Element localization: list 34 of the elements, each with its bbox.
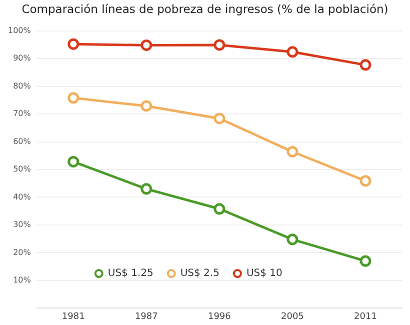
x-tick-label: 2005	[281, 312, 304, 322]
x-tick-label: 1996	[208, 312, 232, 322]
point	[68, 38, 80, 50]
point	[140, 100, 152, 112]
x-tick-label: 1987	[134, 312, 158, 322]
point	[360, 175, 372, 187]
legend-label: US$ 1.25	[108, 268, 154, 280]
point	[68, 156, 80, 168]
point	[214, 203, 226, 215]
legend-label: US$ 10	[246, 268, 282, 280]
x-tick-label: 1981	[62, 312, 85, 322]
point	[214, 112, 226, 124]
point	[360, 59, 372, 71]
point	[68, 92, 80, 104]
y-tick-label: 100%	[8, 26, 32, 35]
y-tick-label: 50%	[13, 164, 32, 174]
y-tick-label: 20%	[13, 248, 32, 257]
point	[360, 255, 372, 267]
point	[286, 46, 298, 58]
x-tick-label: 2011	[354, 312, 377, 322]
legend-label: US$ 2.5	[180, 268, 220, 280]
y-tick-label: 90%	[13, 54, 32, 63]
point	[214, 39, 226, 51]
y-tick-label: 10%	[13, 276, 32, 285]
point	[140, 39, 152, 51]
point	[286, 146, 298, 158]
y-tick-label: 80%	[13, 81, 32, 90]
chart-title: Comparación líneas de pobreza de ingresos (% de la población)	[20, 2, 390, 18]
y-tick-label: 40%	[13, 192, 32, 202]
point	[140, 183, 152, 195]
y-tick-label: 60%	[13, 136, 32, 146]
point	[286, 234, 298, 246]
y-tick-label: 70%	[13, 109, 32, 118]
y-tick-label: 30%	[13, 220, 32, 230]
